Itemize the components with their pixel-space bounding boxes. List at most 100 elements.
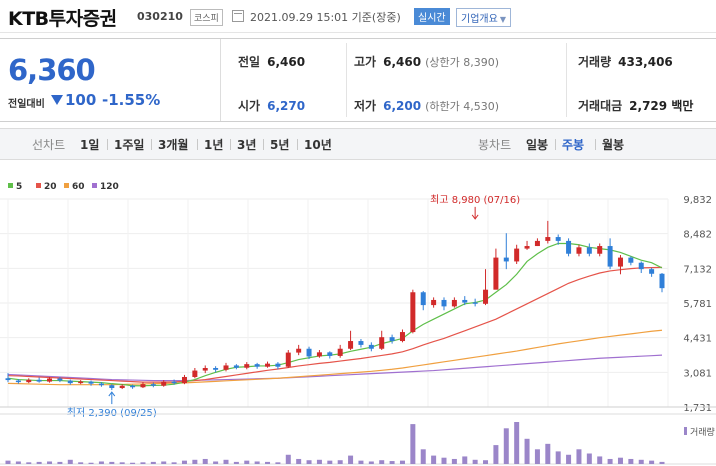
volume-bar [171,462,177,464]
quote-item-1: 고가 6,460 (상한가 8,390) [354,53,499,70]
divider [566,43,567,117]
candle-period-1[interactable]: 주봉 [562,138,585,152]
candle-period-2[interactable]: 월봉 [602,138,625,152]
volume-bar [586,453,592,464]
volume-bar [244,460,250,464]
quote-item-4: 저가 6,200 (하한가 4,530) [354,97,499,114]
candle-body [254,364,260,367]
legend-swatch-20 [36,183,41,188]
volume-bar [254,461,260,464]
line-period-6[interactable]: 10년 [304,138,332,152]
quote-item-3: 시가 6,270 [238,97,305,114]
toolbar-separator [107,139,108,150]
candle-body [649,269,655,274]
quote-panel: 6,360 전일대비 100 -1.55% 전일 6,460 고가 6,460 (상한가… [0,38,716,122]
calendar-icon [232,10,244,22]
quote-item-value: 6,270 [267,99,306,113]
candle-period-0[interactable]: 일봉 [526,138,549,152]
price-box: 6,360 전일대비 100 -1.55% [0,39,221,121]
line-period-4[interactable]: 3년 [237,138,257,152]
candle-body [223,365,229,370]
quote-item-key: 거래량 [578,55,612,69]
candle-body [36,379,42,382]
candle-body [628,257,634,263]
volume-bar [524,438,530,464]
line-period-1[interactable]: 1주일 [114,138,145,152]
chevron-down-icon: ▼ [499,15,506,24]
volume-bar [607,458,613,464]
volume-bar [358,460,364,464]
ma5-line [7,242,663,387]
ma120-line [7,354,663,382]
candle-body [503,257,509,262]
period-toolbar: 선차트 1일 1주일 3개월 1년 3년 5년 10년 봉차트 일봉 주봉 월봉 [0,128,716,160]
volume-bar [67,459,73,464]
legend-label-120: 120 [100,182,119,192]
candle-body [441,299,447,307]
volume-bar [576,449,582,464]
toolbar-separator [263,139,264,150]
candle-body [26,379,32,383]
quote-item-key: 저가 [354,99,377,113]
candle-body [483,289,489,304]
candle-body [534,240,540,247]
toolbar-separator [595,139,596,150]
volume-bar [441,457,447,464]
volume-bar [597,456,603,464]
volume-bar [47,461,53,464]
quote-item-2: 거래량 433,406 [578,53,673,70]
line-period-2[interactable]: 3개월 [158,138,189,152]
quote-item-value: 2,729 [629,99,668,113]
volume-bar [202,458,208,464]
line-period-5[interactable]: 5년 [270,138,290,152]
quote-item-value: 433,406 [618,55,673,69]
volume-bar [57,461,63,464]
candle-body [161,381,167,386]
candle-body [15,380,21,383]
down-arrow-icon [51,95,63,105]
volume-bar [399,460,405,464]
legend-swatch-120 [92,183,97,188]
candle-body [57,378,63,381]
volume-bar [223,459,229,464]
candle-body [296,348,302,353]
realtime-button[interactable]: 실시간 [414,8,450,25]
candle-body [275,363,281,367]
company-info-dropdown[interactable]: 기업개요 ▼ [456,8,511,27]
toolbar-separator [151,139,152,150]
candle-body [192,370,198,377]
volume-bar [493,445,499,464]
change-label: 전일대비 [8,99,45,110]
candle-body [638,262,644,270]
candle-body [607,246,613,267]
volume-bar [213,461,219,464]
candle-chart-label: 봉차트 [478,138,512,152]
candle-body [555,237,561,241]
candle-body [316,352,322,357]
volume-bar [514,422,520,464]
price-change-pct: -1.55% [102,91,161,109]
volume-bar [659,461,665,464]
candle-body [576,247,582,254]
candle-body [348,341,354,349]
volume-bar [181,460,187,464]
quote-item-key: 고가 [354,55,377,69]
candle-body [368,344,374,349]
high-arrow-head [471,214,479,220]
line-period-3[interactable]: 1년 [204,138,224,152]
volume-bar [483,460,489,464]
line-period-0[interactable]: 1일 [80,138,100,152]
candle-body [379,337,385,349]
candle-body [244,364,250,368]
stock-code: 030210 [137,10,183,23]
toolbar-separator [555,139,556,150]
volume-bar [233,461,239,464]
quote-datetime: 2021.09.29 15:01 기준(장중) [250,11,401,24]
volume-bar [285,454,291,464]
volume-bar [327,460,333,464]
candle-body [327,352,333,356]
y-tick-label: 4,431 [683,334,712,345]
volume-bar [420,449,426,464]
candle-body [5,378,11,381]
